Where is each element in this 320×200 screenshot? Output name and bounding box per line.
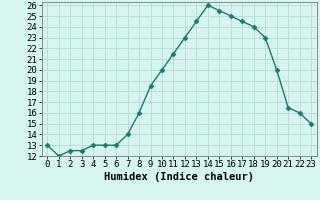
X-axis label: Humidex (Indice chaleur): Humidex (Indice chaleur) bbox=[104, 172, 254, 182]
